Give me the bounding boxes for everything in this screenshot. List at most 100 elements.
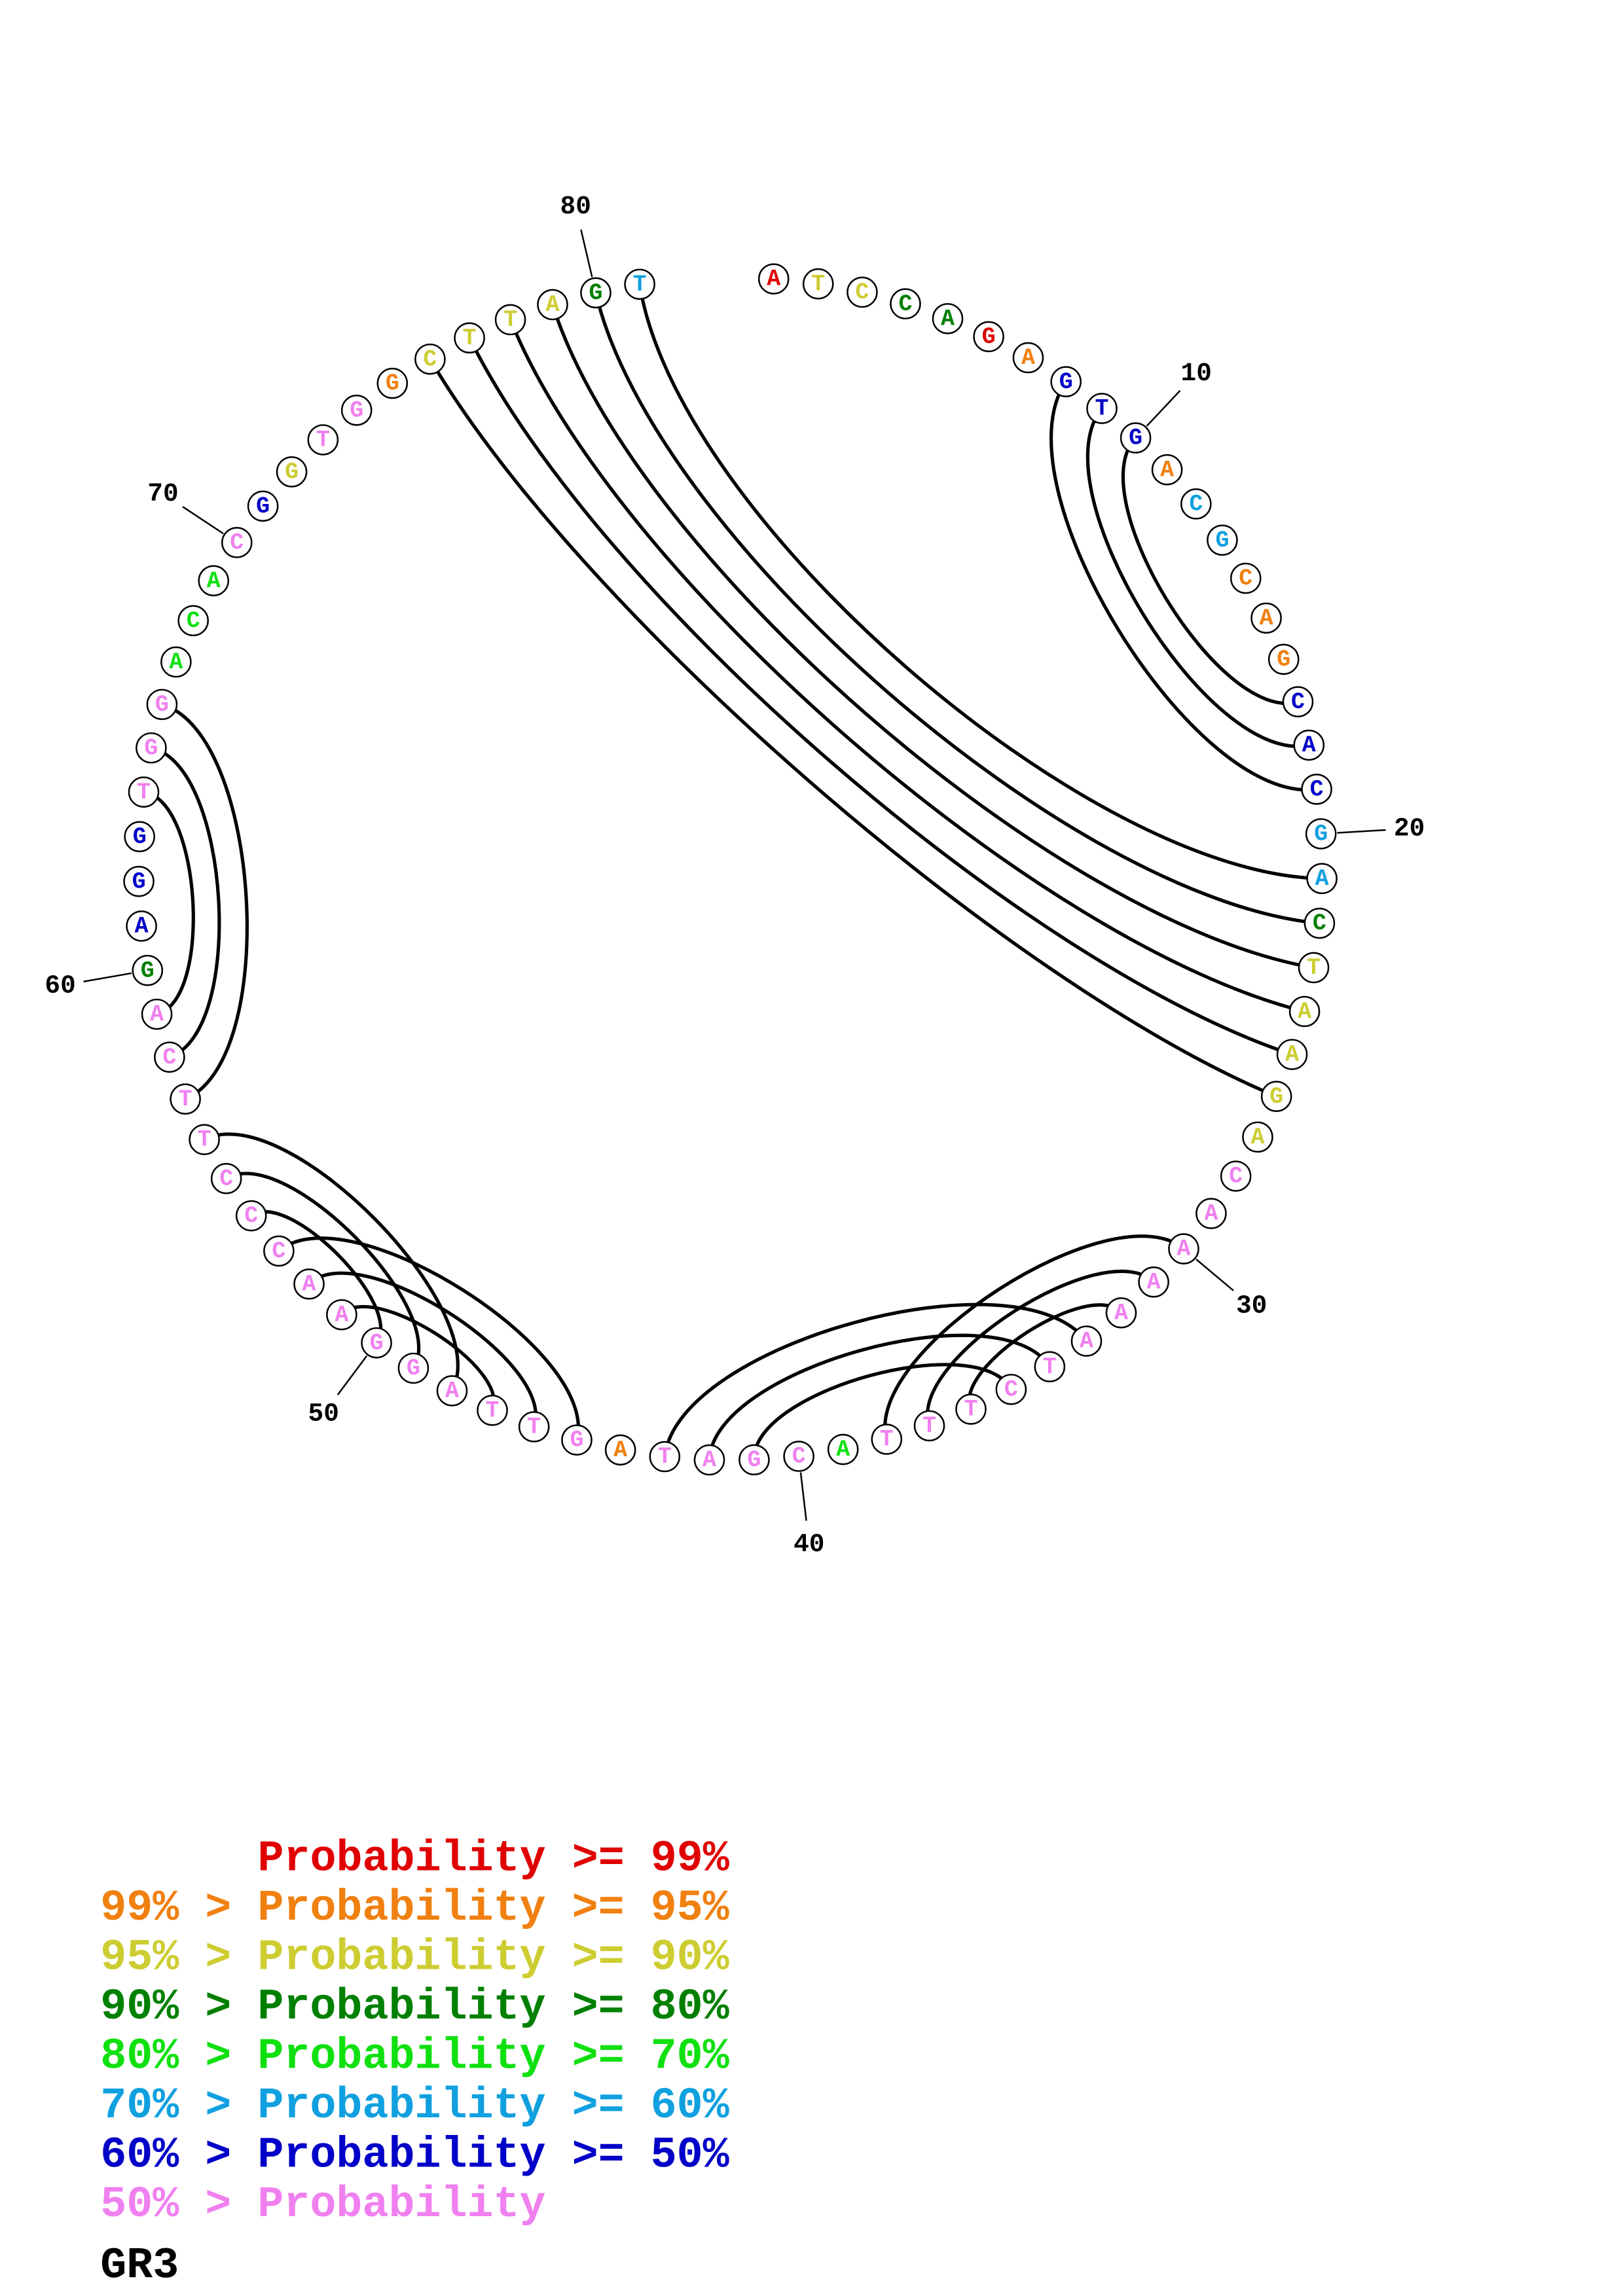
nucleotide-circle: [955, 1393, 987, 1425]
nucleotide: T: [913, 1410, 945, 1442]
base-pair-arc: [967, 1303, 1123, 1411]
nucleotide-letter: T: [486, 1398, 500, 1424]
nucleotide: T: [477, 1394, 508, 1426]
nucleotide-circle: [235, 1200, 267, 1232]
nucleotide-circle: [361, 1327, 392, 1359]
nucleotide: T: [128, 776, 160, 808]
nucleotide-letter: C: [187, 609, 200, 634]
base-pair-arcs: [141, 282, 1324, 1462]
nucleotide: G: [132, 954, 164, 986]
nucleotide: G: [1207, 524, 1238, 556]
nucleotide-letter: A: [1080, 1329, 1093, 1355]
base-pair-arc: [467, 336, 1294, 1056]
nucleotide: A: [827, 1433, 859, 1465]
nucleotide: C: [154, 1041, 185, 1073]
nucleotide: T: [189, 1124, 220, 1155]
nucleotide: G: [124, 821, 155, 853]
nucleotide-letter: G: [285, 460, 299, 486]
nucleotide-circle: [1267, 643, 1300, 675]
position-tick-line: [337, 1355, 368, 1395]
base-pair-arc: [141, 790, 195, 1016]
nucleotide: A: [932, 303, 964, 334]
position-tick-line: [799, 1472, 807, 1521]
nucleotide: T: [518, 1411, 550, 1443]
nucleotide-circle: [1207, 524, 1238, 556]
nucleotide: A: [126, 910, 157, 942]
nucleotide-circle: [198, 565, 229, 597]
nucleotide-letter: T: [1307, 956, 1321, 981]
nucleotides: A T C CAGAGTGACGCAGCACGACTAAGACAAAAATCTTTAC…: [123, 263, 1338, 1476]
position-tick-line: [83, 972, 132, 982]
position-label: 30: [1236, 1291, 1267, 1320]
position-tick-line: [1195, 1259, 1234, 1291]
nucleotide-circle: [397, 1352, 429, 1384]
nucleotide-letter: A: [613, 1438, 627, 1463]
nucleotide-letter: A: [1147, 1270, 1161, 1295]
nucleotide-circle: [1282, 686, 1314, 717]
nucleotide-circle: [1242, 1121, 1273, 1153]
nucleotide-circle: [1230, 562, 1262, 594]
nucleotide-letter: G: [350, 398, 363, 423]
nucleotide-circle: [141, 998, 173, 1030]
nucleotide-circle: [1260, 1081, 1292, 1112]
nucleotide: C: [263, 1235, 295, 1267]
base-pair-arc: [663, 1302, 1089, 1459]
legend-line-p70: 80% > Probability >= 70%: [100, 2032, 729, 2082]
nucleotide-letter: A: [1021, 346, 1035, 371]
nucleotide-circle: [580, 277, 611, 309]
nucleotide-letter: A: [1285, 1043, 1299, 1068]
nucleotide-letter: G: [1215, 528, 1229, 554]
nucleotide-circle: [1138, 1266, 1169, 1298]
nucleotide-circle: [1105, 1297, 1137, 1329]
nucleotide-letter: A: [1298, 999, 1311, 1025]
position-tick-line: [1337, 829, 1386, 834]
position-ticks: 10 20 30 40 50 60 70 80: [45, 192, 1425, 1559]
position-label: 40: [793, 1530, 824, 1559]
nucleotide-circle: [326, 1299, 357, 1331]
nucleotide-circle: [128, 776, 160, 808]
base-pair-arc: [225, 1172, 421, 1371]
nucleotide-letter: A: [767, 267, 780, 293]
nucleotide: G: [361, 1327, 392, 1359]
position-label: 80: [560, 192, 591, 221]
nucleotide-letter: A: [941, 306, 955, 332]
nucleotide: A: [141, 998, 173, 1030]
nucleotide-circle: [624, 268, 655, 300]
nucleotide-circle: [1276, 1039, 1308, 1070]
nucleotide: A: [537, 289, 568, 321]
nucleotide-letter: C: [1313, 911, 1326, 937]
nucleotide-letter: G: [141, 958, 155, 984]
nucleotide-letter: G: [982, 325, 996, 350]
nucleotide-circle: [739, 1444, 770, 1476]
nucleotide: A: [436, 1375, 468, 1407]
nucleotide-letter: A: [1315, 867, 1329, 892]
nucleotide-circle: [1301, 774, 1332, 805]
nucleotide-circle: [160, 646, 192, 678]
nucleotide: A: [1012, 342, 1044, 374]
nucleotide: C: [890, 288, 921, 319]
nucleotide-letter: A: [546, 293, 560, 318]
nucleotide-letter: A: [836, 1437, 850, 1463]
nucleotide: A: [1138, 1266, 1169, 1298]
base-pair-arc: [149, 746, 221, 1059]
nucleotide-letter: G: [386, 371, 399, 397]
nucleotide: G: [1120, 422, 1152, 454]
nucleotide-letter: A: [150, 1002, 164, 1028]
nucleotide-letter: A: [1260, 606, 1273, 632]
nucleotide-letter: G: [1269, 1085, 1283, 1110]
nucleotide-letter: G: [747, 1448, 761, 1473]
nucleotide-letter: T: [922, 1414, 936, 1439]
nucleotide-letter: T: [137, 780, 151, 806]
nucleotide: C: [177, 605, 209, 637]
nucleotide-letter: T: [880, 1427, 894, 1453]
nucleotide-letter: A: [335, 1302, 348, 1328]
nucleotide: C: [1220, 1160, 1252, 1192]
nucleotide: A: [1242, 1121, 1273, 1153]
nucleotide-circle: [827, 1433, 859, 1465]
nucleotide-letter: C: [272, 1239, 285, 1265]
nucleotide-circle: [210, 1162, 242, 1194]
probability-legend: Probability >= 99% 99% > Probability >= …: [100, 1835, 730, 2230]
base-pair-arc: [1049, 380, 1319, 792]
nucleotide-letter: G: [132, 869, 146, 895]
